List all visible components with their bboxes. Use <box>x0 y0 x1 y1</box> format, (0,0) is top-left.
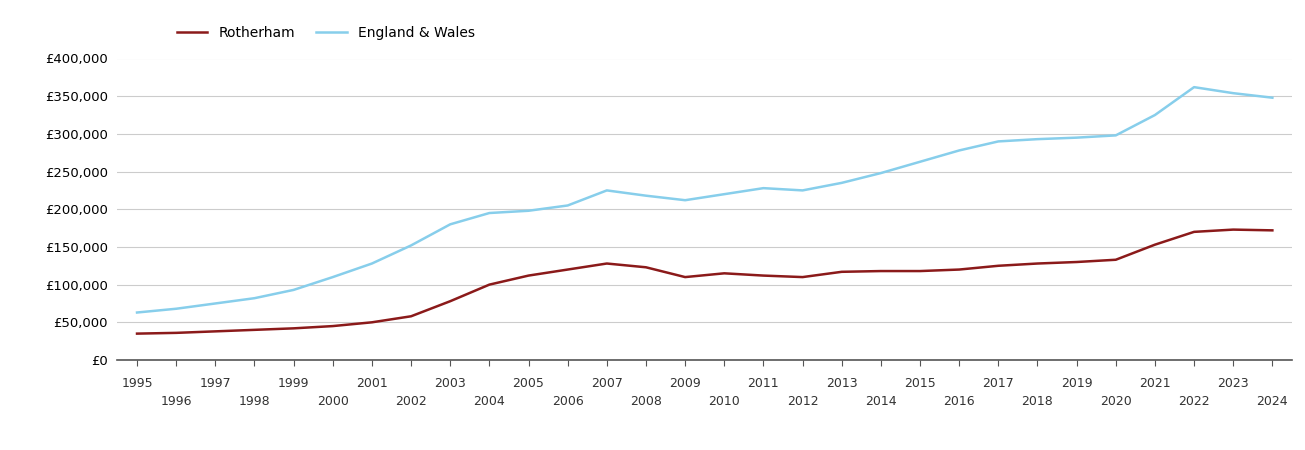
Rotherham <box>442 298 458 304</box>
Rotherham <box>1186 229 1202 234</box>
England & Wales <box>1186 85 1202 90</box>
England & Wales <box>599 188 615 193</box>
England & Wales <box>795 188 810 193</box>
Text: 1996: 1996 <box>161 395 192 408</box>
England & Wales <box>364 261 380 266</box>
Rotherham <box>1030 261 1045 266</box>
England & Wales <box>129 310 145 315</box>
Rotherham <box>560 267 576 272</box>
Text: 2013: 2013 <box>826 377 857 390</box>
England & Wales <box>756 185 771 191</box>
Text: 2021: 2021 <box>1139 377 1171 390</box>
Text: 2004: 2004 <box>474 395 505 408</box>
England & Wales <box>1225 90 1241 96</box>
Text: 2005: 2005 <box>513 377 544 390</box>
Rotherham <box>795 274 810 280</box>
Text: 2014: 2014 <box>865 395 897 408</box>
Text: 2001: 2001 <box>356 377 388 390</box>
England & Wales <box>1147 112 1163 118</box>
Rotherham <box>1225 227 1241 232</box>
Text: 2010: 2010 <box>709 395 740 408</box>
England & Wales <box>247 296 262 301</box>
England & Wales <box>442 221 458 227</box>
England & Wales <box>873 171 889 176</box>
Rotherham <box>129 331 145 336</box>
England & Wales <box>325 274 341 280</box>
Rotherham <box>638 265 654 270</box>
Text: 2017: 2017 <box>983 377 1014 390</box>
Line: Rotherham: Rotherham <box>137 230 1272 333</box>
England & Wales <box>1030 136 1045 142</box>
Text: 2009: 2009 <box>669 377 701 390</box>
Text: 2015: 2015 <box>904 377 936 390</box>
Text: 1999: 1999 <box>278 377 309 390</box>
England & Wales <box>207 301 223 306</box>
Rotherham <box>912 268 928 274</box>
England & Wales <box>716 191 732 197</box>
England & Wales <box>168 306 184 311</box>
England & Wales <box>403 243 419 248</box>
Text: 2008: 2008 <box>630 395 662 408</box>
Rotherham <box>1265 228 1280 233</box>
Line: England & Wales: England & Wales <box>137 87 1272 312</box>
Text: 2023: 2023 <box>1218 377 1249 390</box>
England & Wales <box>521 208 536 213</box>
Rotherham <box>1147 242 1163 248</box>
Rotherham <box>716 270 732 276</box>
Text: 2020: 2020 <box>1100 395 1131 408</box>
England & Wales <box>990 139 1006 144</box>
Rotherham <box>951 267 967 272</box>
Text: 2002: 2002 <box>395 395 427 408</box>
Rotherham <box>873 268 889 274</box>
Text: 2000: 2000 <box>317 395 348 408</box>
Text: 2007: 2007 <box>591 377 622 390</box>
England & Wales <box>834 180 850 185</box>
Text: 2022: 2022 <box>1178 395 1210 408</box>
England & Wales <box>286 287 301 292</box>
Rotherham <box>521 273 536 278</box>
Rotherham <box>403 314 419 319</box>
England & Wales <box>1108 133 1124 138</box>
Text: 2016: 2016 <box>944 395 975 408</box>
England & Wales <box>912 159 928 164</box>
England & Wales <box>482 210 497 216</box>
Rotherham <box>207 328 223 334</box>
Rotherham <box>168 330 184 336</box>
Text: 1997: 1997 <box>200 377 231 390</box>
Text: 2024: 2024 <box>1257 395 1288 408</box>
Rotherham <box>599 261 615 266</box>
Text: 2018: 2018 <box>1022 395 1053 408</box>
England & Wales <box>638 193 654 198</box>
Rotherham <box>325 324 341 329</box>
Rotherham <box>990 263 1006 269</box>
England & Wales <box>677 198 693 203</box>
Text: 2006: 2006 <box>552 395 583 408</box>
England & Wales <box>1069 135 1084 140</box>
Rotherham <box>677 274 693 280</box>
Rotherham <box>756 273 771 278</box>
Rotherham <box>1108 257 1124 262</box>
Rotherham <box>834 269 850 274</box>
Text: 2012: 2012 <box>787 395 818 408</box>
Rotherham <box>247 327 262 333</box>
England & Wales <box>951 148 967 153</box>
Text: 1998: 1998 <box>239 395 270 408</box>
Text: 2019: 2019 <box>1061 377 1092 390</box>
Rotherham <box>286 326 301 331</box>
Rotherham <box>364 320 380 325</box>
Text: 2003: 2003 <box>435 377 466 390</box>
Legend: Rotherham, England & Wales: Rotherham, England & Wales <box>171 20 480 45</box>
England & Wales <box>1265 95 1280 100</box>
Text: 2011: 2011 <box>748 377 779 390</box>
England & Wales <box>560 203 576 208</box>
Text: 1995: 1995 <box>121 377 153 390</box>
Rotherham <box>482 282 497 287</box>
Rotherham <box>1069 259 1084 265</box>
